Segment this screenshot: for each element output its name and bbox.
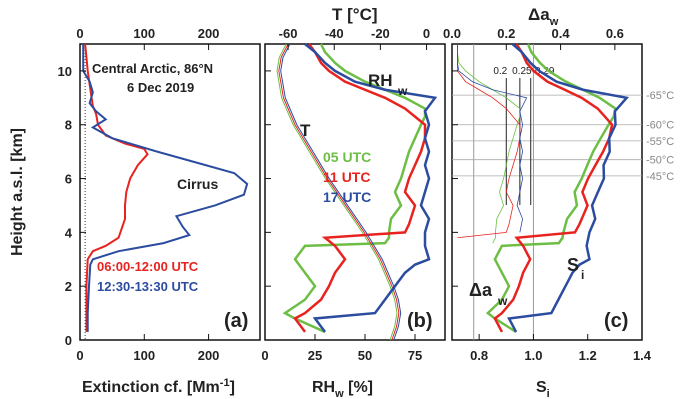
site-label: Central Arctic, 86°N [92,61,213,76]
daw-threshold-label: 0.2 [493,66,507,77]
rh-line-05-UTC [282,43,427,334]
b-top-xtick-label: -40 [325,26,344,41]
panel-label-a: (a) [224,310,248,332]
top-axis-title-b: T [°C] [332,5,378,24]
temperature-line-0 [276,43,398,341]
c-top-xtick-label: 0.6 [606,26,624,41]
si-line-2 [507,43,630,333]
legend-red: 06:00-12:00 UTC [97,259,199,274]
ytick-label: 2 [65,279,72,294]
date-label: 6 Dec 2019 [127,80,194,95]
a-top-xtick-label: 200 [198,26,220,41]
b-xtick-label: 75 [408,348,422,363]
panel-c-saturation: -65°C -60°C -55°C -50°C -45°C 0.2 0.25 0.29 0.8… [443,26,674,363]
top-axis-title-c: Δaw [528,5,559,28]
a-xtick-label: 200 [198,348,220,363]
rh-label: RH [368,71,393,90]
a-xtick-label: 0 [76,348,83,363]
legend-blue: 12:30-13:30 UTC [97,279,199,294]
daw-line-0 [457,44,521,244]
daw-threshold-label: 0.25 [512,66,532,77]
rh-sub: w [397,84,408,98]
c-xtick-label: 1.2 [579,348,597,363]
a-top-xtick-label: 100 [133,26,155,41]
legend-11utc: 11 UTC [323,169,370,185]
temperature-line-2 [280,43,402,341]
c-top-xtick-label: 0.4 [552,26,571,41]
x-axis-title-b: RHw [%] [312,379,373,399]
x-axis-title-c: Si [536,379,550,399]
ytick-label: 0 [65,333,72,348]
si-sub: i [581,268,584,282]
c-xtick-label: 1.4 [633,348,652,363]
rh-line-11-UTC [293,43,427,333]
ytick-label: 4 [65,225,73,240]
cirrus-label: Cirrus [177,176,218,192]
c-top-xtick-label: 0.0 [443,26,461,41]
legend-05utc: 05 UTC [323,149,371,165]
c-xtick-label: 0.8 [470,348,488,363]
ytick-label: 6 [65,172,72,187]
t-label: T [300,121,311,140]
rh-line-17-UTC [304,43,438,333]
y-axis-title: Height a.s.l. [km] [9,128,26,256]
b-xtick-label: 50 [358,348,372,363]
daw-sub: w [497,294,508,308]
b-xtick-label: 0 [261,348,268,363]
temperature-level-label: -55°C [646,136,674,148]
temperature-level-label: -65°C [646,90,674,102]
c-xtick-label: 1.0 [524,348,542,363]
daw-threshold-label: 0.29 [535,66,555,77]
panel-a-frame [79,43,261,341]
si-line-0 [485,43,617,333]
ytick-label: 8 [65,118,72,133]
panel-label-c: (c) [604,310,628,332]
legend-17utc: 17 UTC [323,189,371,205]
b-top-xtick-label: -20 [371,26,390,41]
daw-label: Δa [469,280,493,300]
temperature-line-1 [278,43,400,341]
a-xtick-label: 100 [133,348,155,363]
b-top-xtick-label: -60 [279,26,298,41]
panel-c-frame [451,43,643,341]
temperature-level-label: -50°C [646,155,674,167]
panel-b-frame [264,43,446,341]
b-top-xtick-label: 0 [423,26,430,41]
temperature-level-label: -60°C [646,120,674,132]
panel-b-rh-temperature: 0 25 50 75 -60 -40 -20 0 RH w T 05 UTC 11 UTC 1… [261,26,446,363]
panel-label-b: (b) [407,310,433,332]
x-axis-title-a: Extinction cf. [Mm-1] [82,377,235,396]
ytick-label: 10 [58,64,72,79]
temperature-level-label: -45°C [646,171,674,183]
si-line-1 [493,43,614,333]
extinction-line-1 [82,44,249,332]
si-label: S [567,255,579,275]
a-top-xtick-label: 0 [76,26,83,41]
b-xtick-label: 25 [308,348,322,363]
daw-line-2 [457,44,528,233]
c-top-xtick-label: 0.2 [497,26,515,41]
